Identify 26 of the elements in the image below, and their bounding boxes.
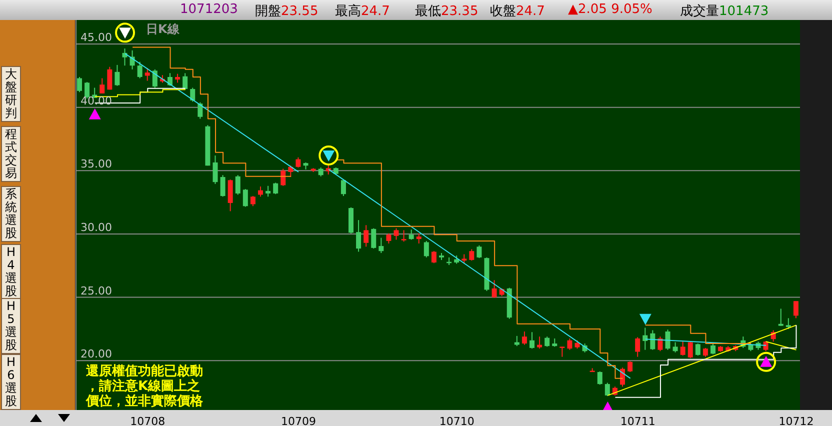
- x-tick-label: 10712: [778, 414, 814, 426]
- y-tick-label: 20.00: [80, 348, 112, 361]
- menu-button: H6選股: [1, 354, 21, 410]
- x-tick-label: 10709: [280, 414, 316, 426]
- menu-button: 大盤研判: [1, 66, 21, 122]
- y-tick-label: 25.00: [80, 284, 112, 298]
- y-tick-label: 40.00: [80, 94, 112, 108]
- y-tick-label: 45.00: [80, 31, 112, 44]
- text: 收盤24.7: [490, 4, 545, 19]
- menu-button: H4選股: [1, 244, 21, 300]
- text: 最低23.35: [415, 4, 478, 19]
- y-tick-label: 35.00: [80, 158, 112, 171]
- x-tick-label: 10710: [439, 414, 474, 426]
- annotation: 日K線: [146, 21, 180, 38]
- annotation: 還原權值功能已啟動，請注意K線圖上之價位，並非實際價格: [86, 364, 204, 409]
- x-tick-label: 10708: [130, 414, 166, 426]
- text: 成交量101473: [680, 4, 769, 19]
- text: 開盤23.55: [255, 4, 318, 19]
- menu-button: H5選股: [1, 298, 21, 354]
- y-tick-label: 30.00: [80, 220, 112, 234]
- text: ▲2.05 9.05%: [568, 2, 652, 17]
- menu-button: 系統選股: [1, 186, 21, 242]
- x-tick-label: 10711: [620, 414, 656, 426]
- text: 最高24.7: [335, 4, 390, 19]
- text: 1071203: [180, 2, 238, 17]
- menu-button: 程式交易: [1, 126, 21, 182]
